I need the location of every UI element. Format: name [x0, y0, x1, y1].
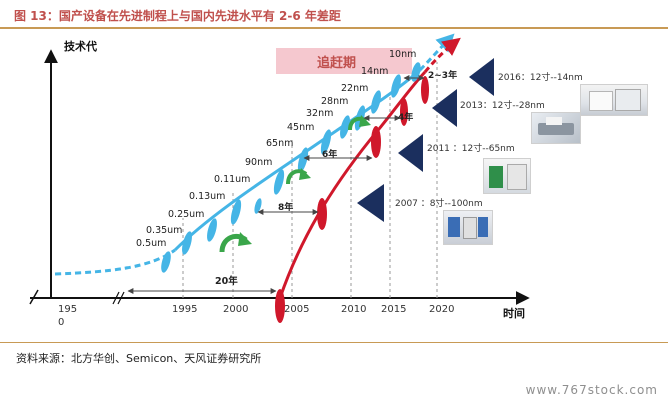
equipment-photo-2016 — [580, 84, 648, 116]
catch-up-label: 追赶期 — [317, 55, 356, 71]
green-arrow-3-head — [359, 115, 371, 127]
watermark: www.767stock.com — [525, 383, 658, 397]
node-label-28nm: 28nm — [321, 96, 348, 107]
x-tick-2010: 2010 — [341, 304, 366, 315]
equipment-photo-2011 — [483, 158, 531, 194]
node-label-65nm: 65nm — [266, 138, 293, 149]
node-label-10nm: 10nm — [389, 49, 416, 60]
node-label-22nm: 22nm — [341, 83, 368, 94]
node-label-0-13um: 0.13um — [189, 191, 225, 202]
domestic-curve — [278, 70, 427, 299]
gap-8-label: 8年 — [278, 201, 293, 213]
international-node-markers — [161, 62, 421, 273]
figure-title: 图 13：国产设备在先进制程上与国内先进水平有 2-6 年差距 — [14, 9, 341, 23]
x-tick-1995: 1995 — [172, 304, 197, 315]
milestone-triangle-2007 — [357, 184, 384, 222]
gap-20-label: 20年 — [215, 275, 238, 287]
domestic-node-markers — [275, 76, 429, 323]
x-tick-2005: 2005 — [284, 304, 309, 315]
axis-break-mark-1 — [112, 291, 120, 305]
node-label-0-11um: 0.11um — [214, 174, 250, 185]
equipment-photo-2007 — [443, 210, 493, 245]
node-label-45nm: 45nm — [287, 122, 314, 133]
x-tick-2000: 2000 — [223, 304, 248, 315]
milestone-triangle-2016 — [469, 58, 494, 96]
x-tick-1950-a: 195 — [58, 304, 77, 315]
milestone-triangles — [357, 58, 494, 222]
node-label-0-25um: 0.25um — [168, 209, 204, 220]
gap-6-label: 6年 — [322, 148, 337, 160]
year-guides — [182, 62, 438, 298]
axis-break — [29, 289, 39, 305]
title-divider — [0, 27, 668, 29]
axis-break-mark-2 — [117, 291, 125, 305]
milestone-triangle-2011 — [398, 134, 423, 172]
international-curve-dashed-base — [54, 248, 176, 276]
node-label-0-5um: 0.5um — [136, 238, 166, 249]
milestone-label-2011: 2011 ：12寸--65nm — [427, 142, 515, 154]
x-axis-label: 时间 — [503, 306, 525, 320]
green-arrow-1-head — [238, 232, 252, 246]
node-label-0-35um: 0.35um — [146, 225, 182, 236]
gap-4-label: 4年 — [398, 111, 413, 123]
figure-source: 资料来源：北方华创、Semicon、天风证券研究所 — [16, 352, 262, 365]
gap-2-3-label: 2~3年 — [428, 69, 457, 81]
node-label-90nm: 90nm — [245, 157, 272, 168]
y-axis-label: 技术代 — [64, 39, 97, 53]
equipment-photo-2013 — [531, 112, 581, 144]
international-curve-dashed-tip — [418, 33, 455, 72]
node-label-32nm: 32nm — [306, 108, 333, 119]
green-arrow-2-head — [299, 168, 311, 180]
x-tick-2020: 2020 — [429, 304, 454, 315]
catch-up-box — [276, 48, 412, 74]
milestone-label-2016: 2016：12寸--14nm — [498, 71, 583, 83]
milestone-label-2013: 2013：12寸--28nm — [460, 99, 545, 111]
source-divider — [0, 342, 668, 343]
x-tick-2015: 2015 — [381, 304, 406, 315]
milestone-triangle-2013 — [432, 89, 457, 127]
x-tick-1950-b: 0 — [58, 317, 64, 328]
node-label-14nm: 14nm — [361, 66, 388, 77]
domestic-curve-dashed-tip — [423, 37, 461, 73]
milestone-label-2007: 2007 ：8寸--100nm — [395, 197, 483, 209]
